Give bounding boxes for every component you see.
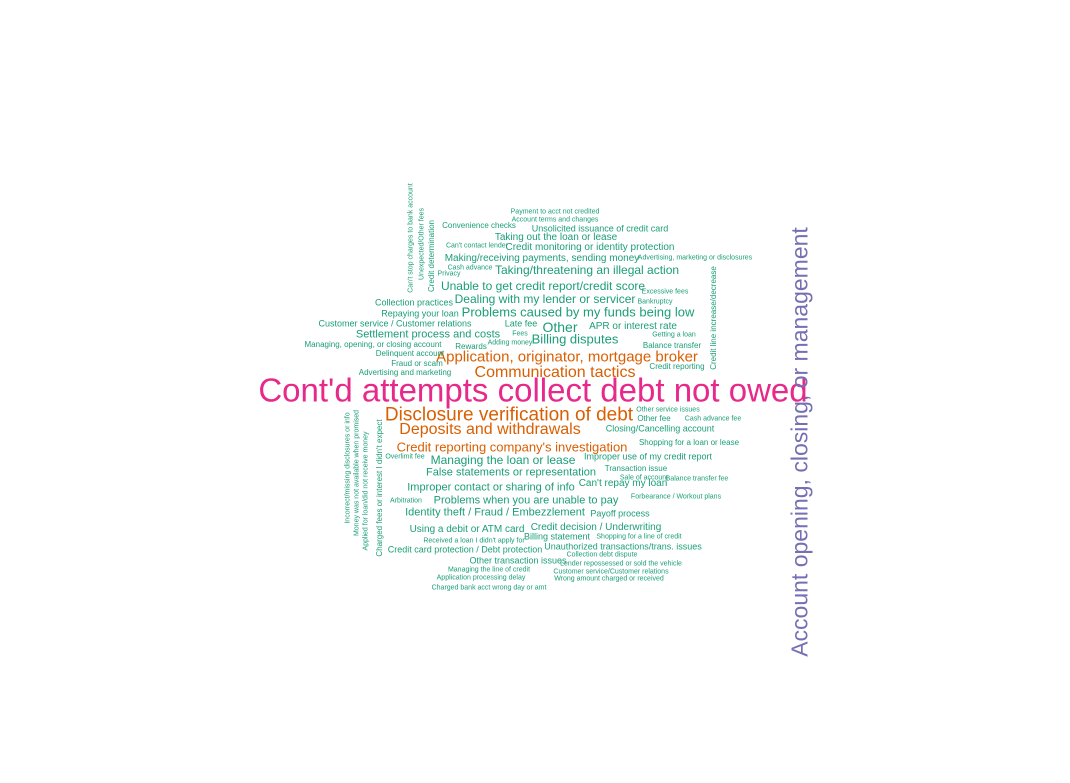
word: Communication tactics: [474, 364, 636, 381]
word: Other fee: [637, 414, 671, 423]
word: Identity theft / Fraud / Embezzlement: [405, 506, 585, 519]
word: Application, originator, mortgage broker: [436, 348, 698, 366]
word: Can't repay my loan: [578, 478, 668, 489]
word: Cont'd attempts collect debt not owed: [258, 371, 808, 409]
word: Taking out the loan or lease: [494, 232, 618, 243]
word: Forbearance / Workout plans: [630, 493, 722, 501]
word: Managing the line of credit: [447, 566, 531, 574]
word: Incorrect/missing disclosures or info: [344, 412, 352, 524]
word: Billing statement: [523, 531, 591, 542]
word: Problems caused by my funds being low: [461, 304, 695, 320]
word: Unauthorized transactions/trans. issues: [544, 541, 702, 552]
word: Arbitration: [390, 497, 422, 505]
word: Account opening, closing, or management: [786, 227, 813, 657]
word: Credit line increase/decrease: [709, 266, 718, 370]
word: Getting a loan: [652, 331, 696, 339]
word: Closing/Cancelling account: [605, 423, 715, 434]
word: Cash advance: [447, 264, 493, 272]
word: Advertising, marketing or disclosures: [637, 254, 753, 262]
word: Improper contact or sharing of info: [407, 481, 575, 494]
word: Customer service/Customer relations: [553, 568, 669, 576]
word: Other service issues: [636, 406, 700, 414]
word: Making/receiving payments, sending money: [444, 253, 640, 264]
word: Adding money: [487, 339, 533, 347]
word: Late fee: [504, 318, 538, 329]
word: Charged bank acct wrong day or amt: [431, 584, 547, 592]
word: Collection practices: [374, 297, 454, 308]
word: Overlimit fee: [385, 453, 425, 461]
word: Repaying your loan: [381, 308, 459, 319]
word: Shopping for a line of credit: [596, 533, 682, 541]
word: Balance transfer fee: [665, 475, 729, 483]
word: Convenience checks: [442, 221, 516, 230]
word: Credit monitoring or identity protection: [505, 242, 675, 253]
word: Excessive fees: [641, 288, 689, 296]
word: Charged fees or interest I didn't expect: [375, 419, 384, 557]
word: Lender repossessed or sold the vehicle: [560, 560, 682, 568]
word: Applied for loan/did not receive money: [362, 431, 370, 551]
word: Payoff process: [590, 508, 650, 519]
word: Can't stop charges to bank account: [407, 183, 415, 293]
word: Other: [542, 319, 578, 335]
word: Improper use of my credit report: [583, 451, 713, 462]
word: Balance transfer: [642, 341, 702, 350]
word: False statements or representation: [426, 466, 596, 479]
word: Billing disputes: [531, 331, 619, 347]
word: Managing, opening, or closing account: [304, 340, 442, 349]
word: Credit card protection / Debt protection: [387, 544, 543, 555]
word: Unable to get credit report/credit score: [440, 279, 646, 293]
word: Deposits and withdrawals: [399, 421, 581, 438]
word: Taking/threatening an illegal action: [494, 263, 680, 277]
word: Sale of account: [619, 474, 669, 482]
word: Credit reporting: [649, 362, 705, 371]
word: Payment to acct not credited: [510, 208, 600, 216]
word: Application processing delay: [436, 574, 526, 582]
word: Can't contact lender: [445, 242, 509, 250]
word: Shopping for a loan or lease: [638, 438, 740, 447]
word: Transaction issue: [604, 464, 668, 473]
word: Collection debt dispute: [566, 551, 638, 559]
word: Credit decision / Underwriting: [530, 522, 662, 533]
word: APR or interest rate: [589, 321, 677, 332]
word: Money was not available when promised: [353, 409, 361, 537]
word: Credit reporting company's investigation: [396, 439, 628, 455]
word: Delinquent account: [375, 349, 445, 358]
word: Settlement process and costs: [355, 328, 501, 341]
word: Privacy: [437, 270, 461, 278]
word: Rewards: [455, 342, 487, 351]
word: Using a debit or ATM card: [409, 524, 525, 535]
word: Other transaction issues: [469, 555, 567, 566]
word: Bankruptcy: [637, 298, 673, 306]
word: Customer service / Customer relations: [318, 318, 472, 329]
word: Fraud or scam: [391, 359, 443, 368]
word: Received a loan I didn't apply for: [423, 537, 525, 545]
word: Wrong amount charged or received: [554, 575, 664, 583]
word: Dealing with my lender or servicer: [454, 292, 636, 306]
word: Account terms and changes: [511, 216, 599, 224]
word: Fees: [512, 330, 528, 338]
word: Unexpected/Other fees: [418, 208, 426, 280]
word: Credit determination: [427, 219, 436, 293]
word: Advertising and marketing: [358, 368, 452, 377]
word: Problems when you are unable to pay: [433, 494, 619, 507]
word: Disclosure verification of debt: [384, 404, 634, 426]
word: Cash advance fee: [684, 415, 742, 423]
word: Managing the loan or lease: [430, 453, 576, 467]
word: Unsolicited issuance of credit card: [531, 223, 669, 234]
